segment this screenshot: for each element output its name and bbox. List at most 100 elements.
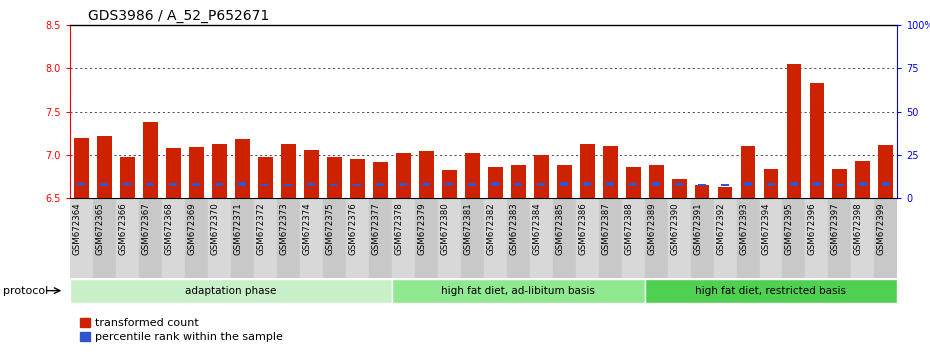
Text: GSM672364: GSM672364: [73, 202, 81, 255]
Bar: [552, 198, 576, 278]
Bar: [487, 167, 502, 198]
Bar: [858, 182, 867, 185]
Bar: [856, 161, 870, 198]
Bar: [189, 147, 204, 198]
Text: protocol: protocol: [3, 286, 48, 296]
Text: GSM672383: GSM672383: [509, 202, 518, 255]
Bar: [185, 198, 207, 278]
Bar: [350, 159, 365, 198]
Text: GSM672369: GSM672369: [187, 202, 196, 255]
Text: GSM672378: GSM672378: [394, 202, 403, 255]
Bar: [583, 182, 591, 185]
Bar: [100, 183, 109, 185]
Bar: [422, 183, 431, 185]
Bar: [146, 183, 154, 185]
Text: GSM672396: GSM672396: [808, 202, 817, 255]
Bar: [465, 153, 480, 198]
Bar: [836, 184, 844, 185]
Bar: [698, 184, 706, 185]
Text: GSM672373: GSM672373: [279, 202, 288, 255]
Bar: [782, 198, 805, 278]
Bar: [438, 198, 460, 278]
Bar: [276, 198, 299, 278]
Text: GDS3986 / A_52_P652671: GDS3986 / A_52_P652671: [88, 9, 270, 23]
Text: GSM672365: GSM672365: [95, 202, 104, 255]
Bar: [603, 146, 618, 198]
Bar: [238, 182, 246, 185]
Bar: [852, 198, 874, 278]
Text: GSM672399: GSM672399: [877, 202, 886, 255]
Bar: [97, 136, 112, 198]
Bar: [534, 155, 549, 198]
Bar: [73, 137, 88, 198]
Bar: [764, 169, 778, 198]
Bar: [874, 198, 897, 278]
Bar: [560, 182, 568, 185]
Text: GSM672395: GSM672395: [785, 202, 794, 255]
Bar: [675, 183, 684, 185]
Bar: [215, 183, 223, 185]
Text: GSM672375: GSM672375: [326, 202, 334, 255]
Text: GSM672391: GSM672391: [693, 202, 702, 255]
Bar: [392, 198, 415, 278]
Text: GSM672367: GSM672367: [141, 202, 151, 255]
Bar: [652, 182, 660, 185]
Text: GSM672372: GSM672372: [256, 202, 265, 255]
Text: GSM672370: GSM672370: [210, 202, 219, 255]
Text: GSM672394: GSM672394: [762, 202, 771, 255]
Bar: [418, 150, 433, 198]
Bar: [445, 183, 453, 185]
Bar: [115, 198, 139, 278]
Text: GSM672392: GSM672392: [716, 202, 725, 255]
Bar: [368, 198, 392, 278]
Text: GSM672376: GSM672376: [348, 202, 357, 255]
Bar: [511, 165, 525, 198]
Bar: [258, 158, 272, 198]
Text: GSM672393: GSM672393: [739, 202, 748, 255]
Bar: [70, 279, 392, 303]
Bar: [395, 153, 411, 198]
Text: GSM672387: GSM672387: [601, 202, 610, 255]
Bar: [234, 139, 249, 198]
Bar: [529, 198, 552, 278]
Bar: [579, 144, 594, 198]
Text: adaptation phase: adaptation phase: [185, 286, 276, 296]
Bar: [621, 198, 644, 278]
Bar: [740, 146, 755, 198]
Bar: [442, 171, 457, 198]
Bar: [744, 182, 752, 185]
Bar: [284, 184, 292, 185]
Bar: [829, 198, 852, 278]
Bar: [376, 183, 384, 185]
Bar: [468, 183, 476, 185]
Bar: [671, 179, 686, 198]
Bar: [166, 148, 180, 198]
Text: high fat diet, restricted basis: high fat diet, restricted basis: [696, 286, 846, 296]
Bar: [537, 183, 545, 185]
Bar: [123, 183, 131, 185]
Text: GSM672371: GSM672371: [233, 202, 242, 255]
Bar: [767, 183, 775, 185]
Bar: [373, 162, 388, 198]
Bar: [718, 187, 733, 198]
Bar: [809, 83, 825, 198]
Bar: [879, 145, 894, 198]
Bar: [139, 198, 162, 278]
Bar: [813, 182, 821, 185]
Bar: [193, 183, 200, 185]
Bar: [142, 122, 158, 198]
Bar: [207, 198, 231, 278]
Bar: [648, 165, 663, 198]
Text: GSM672380: GSM672380: [440, 202, 449, 255]
Bar: [392, 279, 644, 303]
Text: GSM672381: GSM672381: [463, 202, 472, 255]
Bar: [399, 183, 407, 185]
Bar: [93, 198, 115, 278]
Text: GSM672382: GSM672382: [486, 202, 495, 255]
Bar: [644, 198, 668, 278]
Bar: [162, 198, 185, 278]
Bar: [70, 198, 93, 278]
Bar: [261, 184, 270, 185]
Bar: [415, 198, 438, 278]
Bar: [514, 183, 523, 185]
